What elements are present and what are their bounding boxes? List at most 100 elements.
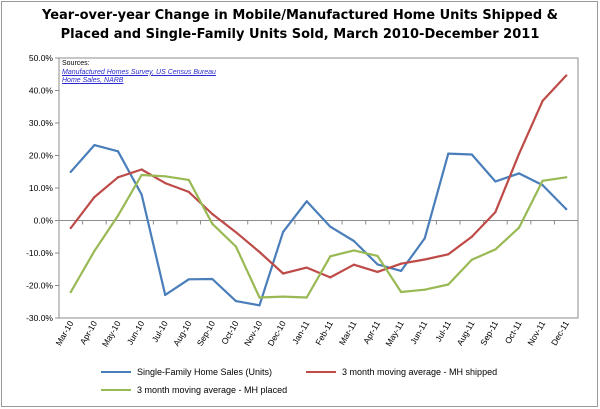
legend-item-single-family: Single-Family Home Sales (Units) bbox=[101, 367, 272, 377]
data-point-0 bbox=[187, 278, 190, 281]
data-point-1 bbox=[164, 182, 167, 185]
data-point-2 bbox=[329, 255, 332, 258]
data-point-1 bbox=[399, 262, 403, 265]
legend-label-single-family: Single-Family Home Sales (Units) bbox=[137, 367, 273, 377]
legend-swatch-mh-shipped bbox=[306, 370, 336, 374]
y-tick-label: 30.0% bbox=[29, 118, 54, 128]
data-point-1 bbox=[494, 210, 497, 214]
x-tick-label: Dec-10 bbox=[265, 319, 287, 348]
y-tick-label: 50.0% bbox=[29, 53, 54, 63]
y-tick-label: 10.0% bbox=[29, 183, 54, 193]
data-point-2 bbox=[140, 173, 143, 177]
data-point-1 bbox=[187, 190, 190, 193]
data-point-0 bbox=[352, 239, 355, 243]
data-point-0 bbox=[140, 193, 143, 196]
data-point-1 bbox=[376, 270, 379, 273]
x-tick-label: Jun-11 bbox=[408, 319, 429, 346]
y-tick-label: -10.0% bbox=[26, 248, 53, 258]
data-point-2 bbox=[423, 288, 426, 291]
source-link-census[interactable]: Manufactured Homes Survey, US Census Bur… bbox=[62, 68, 216, 76]
x-tick-label: Jun-10 bbox=[125, 319, 147, 347]
data-point-1 bbox=[517, 152, 521, 155]
y-tick-label: 20.0% bbox=[29, 151, 54, 161]
legend-label-mh-placed: 3 month moving average - MH placed bbox=[137, 385, 288, 395]
data-point-1 bbox=[352, 263, 355, 266]
x-tick-label: Apr-10 bbox=[78, 319, 100, 346]
data-point-0 bbox=[69, 170, 72, 173]
x-tick-label: Apr-11 bbox=[361, 319, 382, 346]
series-line-0 bbox=[69, 144, 568, 307]
x-tick-label: Nov-11 bbox=[525, 319, 547, 347]
series-line-2 bbox=[69, 173, 568, 299]
x-tick-label: Jul-11 bbox=[433, 319, 453, 344]
data-point-0 bbox=[116, 150, 120, 153]
data-point-2 bbox=[399, 290, 403, 294]
x-tick-label: Feb-11 bbox=[313, 319, 335, 347]
data-point-1 bbox=[282, 272, 285, 275]
data-point-1 bbox=[565, 74, 568, 77]
x-tick-label: Jul-10 bbox=[150, 319, 170, 344]
x-tick-label: Nov-10 bbox=[242, 319, 264, 348]
data-point-1 bbox=[140, 168, 143, 171]
data-point-2 bbox=[376, 254, 379, 258]
sources-note: Sources: Manufactured Homes Survey, US C… bbox=[62, 60, 216, 86]
data-point-1 bbox=[447, 253, 450, 256]
legend-label-mh-shipped: 3 month moving average - MH shipped bbox=[342, 367, 498, 377]
data-point-0 bbox=[541, 183, 544, 187]
data-point-0 bbox=[494, 180, 497, 183]
x-tick-label: May-10 bbox=[100, 319, 123, 349]
data-point-0 bbox=[211, 277, 214, 281]
data-point-2 bbox=[470, 258, 473, 261]
data-point-2 bbox=[116, 214, 120, 217]
data-point-0 bbox=[164, 293, 167, 297]
data-point-0 bbox=[565, 208, 568, 211]
x-tick-label: Dec-11 bbox=[549, 319, 571, 347]
y-tick-label: -30.0% bbox=[26, 313, 53, 323]
data-point-2 bbox=[258, 296, 261, 299]
x-tick-label: May-11 bbox=[383, 319, 406, 348]
data-point-0 bbox=[517, 172, 521, 175]
x-tick-label: Sep-10 bbox=[195, 319, 218, 348]
x-tick-label: Aug-11 bbox=[455, 319, 477, 347]
legend-item-mh-placed: 3 month moving average - MH placed bbox=[101, 385, 287, 395]
data-point-2 bbox=[211, 222, 214, 225]
legend-item-mh-shipped: 3 month moving average - MH shipped bbox=[306, 367, 497, 377]
chart-title: Year-over-year Change in Mobile/Manufact… bbox=[41, 8, 558, 42]
data-point-1 bbox=[234, 231, 238, 234]
data-point-2 bbox=[69, 290, 72, 294]
source-link-narb[interactable]: Home Sales, NARB bbox=[62, 77, 124, 85]
x-tick-label: Mar-10 bbox=[53, 319, 75, 348]
y-tick-label: 40.0% bbox=[29, 86, 54, 96]
x-tick-label: Mar-11 bbox=[337, 319, 359, 347]
x-tick-label: Jan-11 bbox=[290, 319, 311, 346]
data-point-0 bbox=[258, 304, 261, 307]
data-point-0 bbox=[329, 225, 332, 228]
data-point-2 bbox=[352, 249, 355, 252]
data-point-0 bbox=[470, 153, 473, 156]
data-point-2 bbox=[187, 178, 190, 181]
data-point-2 bbox=[517, 226, 521, 229]
data-point-1 bbox=[329, 276, 332, 279]
data-point-2 bbox=[494, 248, 497, 251]
sources-label: Sources: bbox=[62, 60, 90, 67]
data-point-0 bbox=[376, 263, 379, 266]
data-point-2 bbox=[305, 296, 308, 299]
data-point-2 bbox=[565, 176, 568, 179]
y-tick-label: -20.0% bbox=[26, 281, 53, 291]
x-tick-label: Sep-11 bbox=[478, 319, 500, 347]
data-point-1 bbox=[211, 212, 214, 216]
data-point-1 bbox=[69, 226, 72, 230]
data-point-1 bbox=[423, 258, 426, 261]
data-point-1 bbox=[93, 196, 96, 199]
data-point-2 bbox=[93, 249, 96, 253]
data-point-2 bbox=[541, 179, 544, 182]
x-tick-label: Oct-11 bbox=[503, 319, 524, 346]
data-point-0 bbox=[93, 144, 96, 147]
legend-swatch-mh-placed bbox=[101, 388, 131, 392]
data-point-2 bbox=[164, 175, 167, 178]
data-point-0 bbox=[305, 200, 308, 203]
legend-swatch-single-family bbox=[101, 370, 131, 374]
data-point-0 bbox=[234, 300, 238, 303]
data-point-0 bbox=[423, 237, 426, 240]
y-tick-label: 0.0% bbox=[34, 216, 54, 226]
